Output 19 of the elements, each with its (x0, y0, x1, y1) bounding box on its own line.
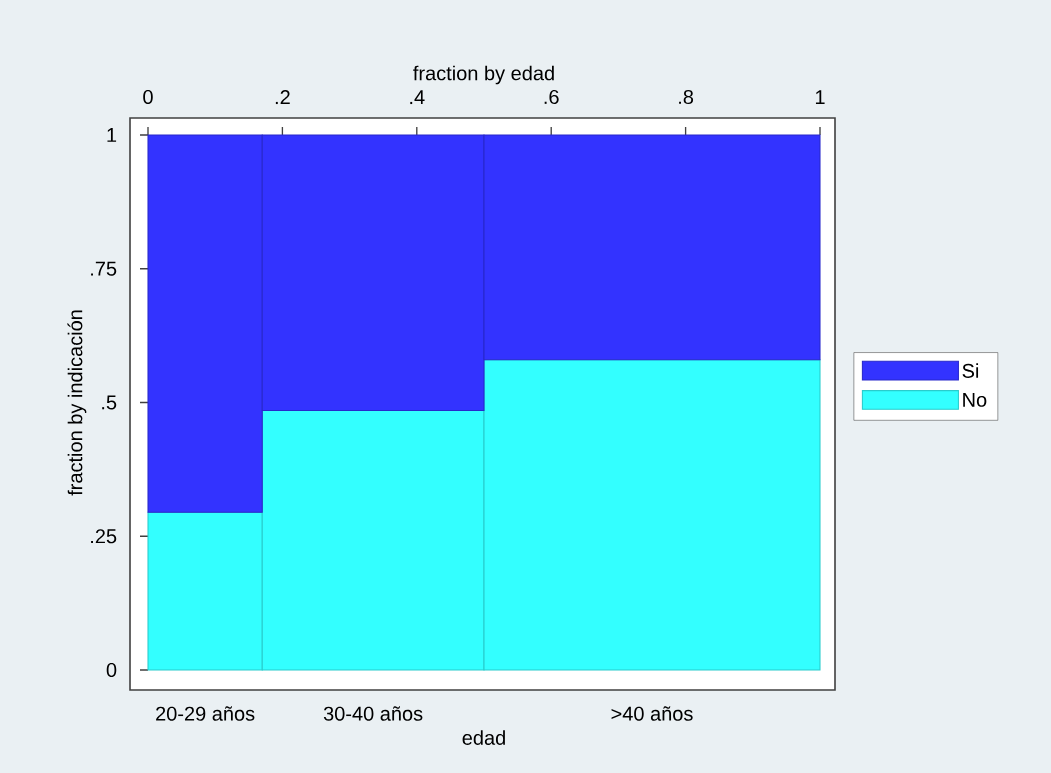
x-tick-label: .8 (679, 89, 694, 105)
text: edad (462, 730, 505, 745)
x-tick-label: .2 (275, 90, 290, 105)
y-tick-label: .75 (91, 261, 117, 276)
y-tick-label: .25 (91, 529, 117, 544)
text: 30-40 años (323, 706, 423, 721)
x-tick-label: 0 (143, 89, 153, 105)
x-tick-label: 1 (815, 90, 825, 105)
text: >40 años (611, 706, 693, 721)
legend-label: Si (962, 363, 979, 378)
legend-label: No (963, 392, 987, 407)
y-tick-label: .5 (102, 395, 117, 410)
x-tick-label: .4 (410, 90, 425, 105)
y-tick-label: 1 (107, 128, 117, 142)
text: 20-29 años (156, 706, 255, 721)
x-tick-label: .6 (544, 89, 559, 105)
y-axis-title: fraction by indicación (67, 310, 87, 496)
x-axis-title: fraction by edad (413, 65, 554, 85)
y-tick-label: 0 (106, 662, 117, 678)
